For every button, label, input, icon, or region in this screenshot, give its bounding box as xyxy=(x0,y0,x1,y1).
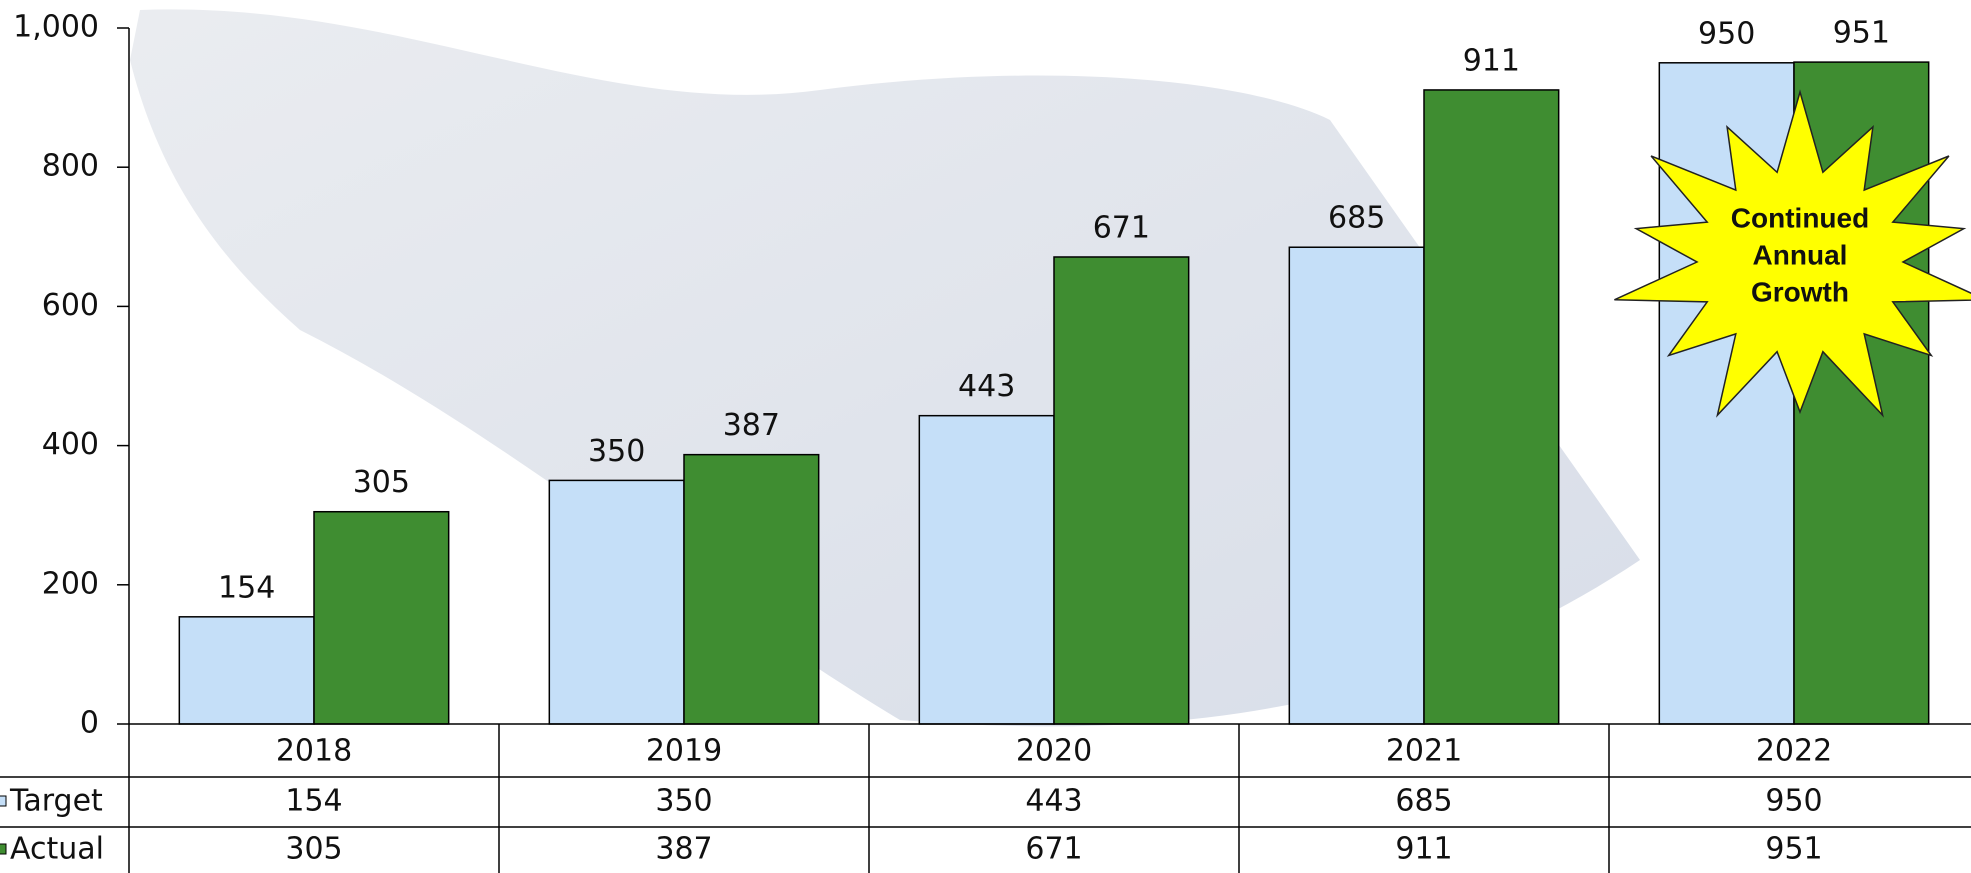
table-cell: 951 xyxy=(1765,832,1822,867)
table-cell: 443 xyxy=(1025,784,1082,819)
x-tick-label: 2022 xyxy=(1756,734,1832,769)
table-cell: 154 xyxy=(285,784,342,819)
annotation: Growth xyxy=(1751,276,1849,307)
y-tick-label: 400 xyxy=(42,427,99,462)
bar xyxy=(313,510,450,725)
legend-key xyxy=(0,843,7,855)
background-photo xyxy=(130,9,1640,727)
legend-label: Actual xyxy=(10,832,104,867)
x-tick-label: 2019 xyxy=(646,734,722,769)
data-label: 305 xyxy=(353,465,410,500)
data-label: 671 xyxy=(1093,210,1150,245)
data-label: 685 xyxy=(1328,201,1385,236)
annotation: Continued xyxy=(1731,202,1869,233)
table-cell: 911 xyxy=(1395,832,1452,867)
y-tick-label: 200 xyxy=(42,566,99,601)
bar xyxy=(1423,89,1560,725)
data-label: 387 xyxy=(723,408,780,443)
x-tick-label: 2018 xyxy=(276,734,352,769)
bar xyxy=(548,479,685,725)
x-tick-label: 2020 xyxy=(1016,734,1092,769)
y-tick-label: 600 xyxy=(42,288,99,323)
bar xyxy=(1053,256,1190,725)
y-tick-label: 0 xyxy=(80,706,99,741)
data-label: 951 xyxy=(1833,16,1890,51)
y-tick-label: 800 xyxy=(42,149,99,184)
legend-label: Target xyxy=(9,784,103,819)
bar xyxy=(1288,246,1425,725)
data-label: 350 xyxy=(588,434,645,469)
table-cell: 950 xyxy=(1765,784,1822,819)
table-cell: 350 xyxy=(655,784,712,819)
legend-key xyxy=(0,795,7,807)
x-tick-label: 2021 xyxy=(1386,734,1462,769)
table-cell: 387 xyxy=(655,832,712,867)
table-cell: 305 xyxy=(285,832,342,867)
starburst xyxy=(1614,89,1971,418)
data-label: 911 xyxy=(1463,43,1520,78)
data-label: 154 xyxy=(218,570,275,605)
data-label: 443 xyxy=(958,369,1015,404)
bar xyxy=(918,414,1055,725)
y-tick-label: 1,000 xyxy=(13,10,99,45)
table-cell: 685 xyxy=(1395,784,1452,819)
annotation: Annual xyxy=(1753,239,1848,270)
bar xyxy=(178,616,315,725)
data-label: 950 xyxy=(1698,16,1755,51)
table-cell: 671 xyxy=(1025,832,1082,867)
bar xyxy=(683,453,820,725)
